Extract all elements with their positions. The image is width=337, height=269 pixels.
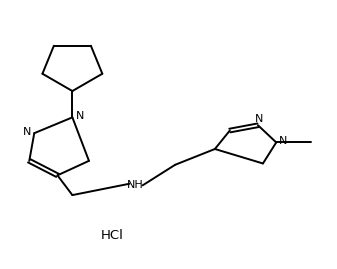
- Text: HCl: HCl: [101, 229, 124, 242]
- Text: N: N: [279, 136, 288, 146]
- Text: N: N: [255, 115, 264, 125]
- Text: N: N: [23, 127, 31, 137]
- Text: N: N: [75, 111, 84, 121]
- Text: NH: NH: [127, 179, 144, 190]
